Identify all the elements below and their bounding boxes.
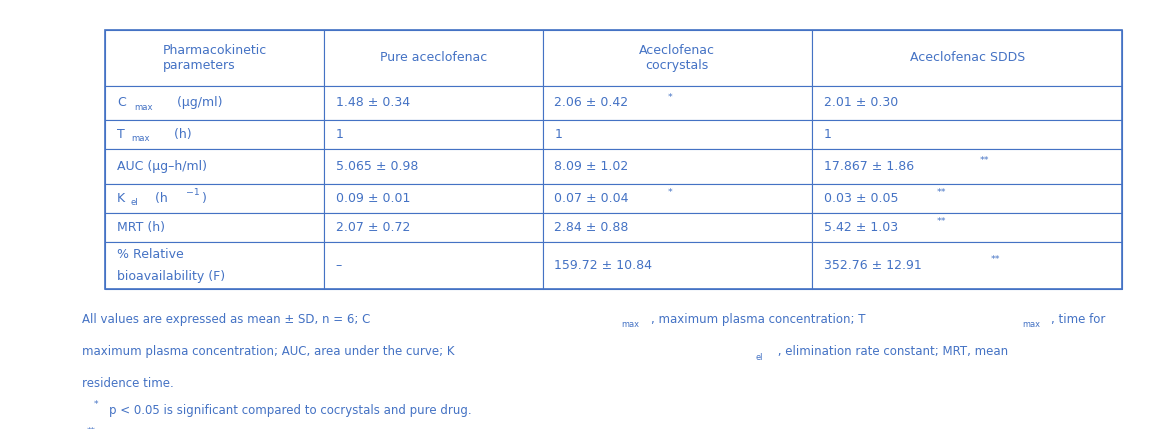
Bar xyxy=(105,149,324,184)
Text: 159.72 ± 10.84: 159.72 ± 10.84 xyxy=(554,259,652,272)
Text: 0.09 ± 0.01: 0.09 ± 0.01 xyxy=(336,192,410,205)
Text: 1: 1 xyxy=(824,128,831,141)
Bar xyxy=(105,30,1122,289)
Text: residence time.: residence time. xyxy=(82,377,173,390)
Bar xyxy=(105,30,324,86)
Text: 2.84 ± 0.88: 2.84 ± 0.88 xyxy=(554,221,629,234)
Text: 2.01 ± 0.30: 2.01 ± 0.30 xyxy=(824,97,898,109)
Text: AUC (μg–h/ml): AUC (μg–h/ml) xyxy=(117,160,207,173)
Text: (h: (h xyxy=(152,192,168,205)
Bar xyxy=(105,242,324,289)
Text: Aceclofenac
cocrystals: Aceclofenac cocrystals xyxy=(639,44,715,72)
Text: C: C xyxy=(117,97,125,109)
Text: , elimination rate constant; MRT, mean: , elimination rate constant; MRT, mean xyxy=(774,345,1008,358)
Bar xyxy=(812,30,1122,86)
Bar xyxy=(324,242,542,289)
Text: –: – xyxy=(336,259,341,272)
Text: 1: 1 xyxy=(554,128,562,141)
Text: 2.07 ± 0.72: 2.07 ± 0.72 xyxy=(336,221,410,234)
Text: 0.03 ± 0.05: 0.03 ± 0.05 xyxy=(824,192,898,205)
Text: 352.76 ± 12.91: 352.76 ± 12.91 xyxy=(824,259,921,272)
Text: 8.09 ± 1.02: 8.09 ± 1.02 xyxy=(554,160,629,173)
Text: **: ** xyxy=(991,256,1001,264)
Text: **: ** xyxy=(938,218,947,226)
Text: p < 0.05 is significant compared to cocrystals and pure drug.: p < 0.05 is significant compared to cocr… xyxy=(109,405,471,417)
Text: el: el xyxy=(755,353,762,362)
Text: (μg/ml): (μg/ml) xyxy=(173,97,222,109)
Text: 5.42 ± 1.03: 5.42 ± 1.03 xyxy=(824,221,898,234)
Text: , time for: , time for xyxy=(1051,313,1106,326)
Bar xyxy=(324,184,542,213)
Bar xyxy=(812,213,1122,242)
Text: **: ** xyxy=(938,188,947,197)
Text: 5.065 ± 0.98: 5.065 ± 0.98 xyxy=(336,160,419,173)
Text: , maximum plasma concentration; T: , maximum plasma concentration; T xyxy=(651,313,865,326)
Bar xyxy=(542,149,812,184)
Text: % Relative: % Relative xyxy=(117,248,184,261)
Text: **: ** xyxy=(980,157,989,165)
Text: 0.07 ± 0.04: 0.07 ± 0.04 xyxy=(554,192,629,205)
Bar xyxy=(324,213,542,242)
Bar xyxy=(542,242,812,289)
Bar xyxy=(105,86,324,120)
Bar xyxy=(105,213,324,242)
Bar xyxy=(812,120,1122,149)
Text: el: el xyxy=(131,198,138,206)
Text: max: max xyxy=(133,103,152,112)
Text: All values are expressed as mean ± SD, n = 6; C: All values are expressed as mean ± SD, n… xyxy=(82,313,371,326)
Bar xyxy=(812,242,1122,289)
Bar xyxy=(105,120,324,149)
Text: bioavailability (F): bioavailability (F) xyxy=(117,270,224,283)
Text: K: K xyxy=(117,192,125,205)
Bar xyxy=(542,120,812,149)
Text: *: * xyxy=(667,93,672,102)
Text: ): ) xyxy=(202,192,207,205)
Bar xyxy=(542,30,812,86)
Text: max: max xyxy=(131,134,150,143)
Text: 17.867 ± 1.86: 17.867 ± 1.86 xyxy=(824,160,914,173)
Bar xyxy=(542,86,812,120)
Bar xyxy=(324,149,542,184)
Text: *: * xyxy=(94,400,98,409)
Bar xyxy=(324,120,542,149)
Text: max: max xyxy=(622,320,639,329)
Bar xyxy=(324,30,542,86)
Text: −1: −1 xyxy=(186,188,200,197)
Text: 1: 1 xyxy=(336,128,344,141)
Text: **: ** xyxy=(87,427,96,429)
Bar xyxy=(324,86,542,120)
Text: maximum plasma concentration; AUC, area under the curve; K: maximum plasma concentration; AUC, area … xyxy=(82,345,455,358)
Text: *: * xyxy=(667,188,672,197)
Text: Pharmacokinetic
parameters: Pharmacokinetic parameters xyxy=(162,44,267,72)
Text: 2.06 ± 0.42: 2.06 ± 0.42 xyxy=(554,97,629,109)
Text: T: T xyxy=(117,128,125,141)
Bar xyxy=(542,184,812,213)
Text: Pure aceclofenac: Pure aceclofenac xyxy=(380,51,486,64)
Bar xyxy=(812,184,1122,213)
Text: MRT (h): MRT (h) xyxy=(117,221,165,234)
Bar xyxy=(105,184,324,213)
Bar xyxy=(812,149,1122,184)
Text: max: max xyxy=(1022,320,1040,329)
Text: 1.48 ± 0.34: 1.48 ± 0.34 xyxy=(336,97,409,109)
Bar xyxy=(542,213,812,242)
Bar xyxy=(812,86,1122,120)
Text: (h): (h) xyxy=(171,128,192,141)
Text: Aceclofenac SDDS: Aceclofenac SDDS xyxy=(909,51,1025,64)
